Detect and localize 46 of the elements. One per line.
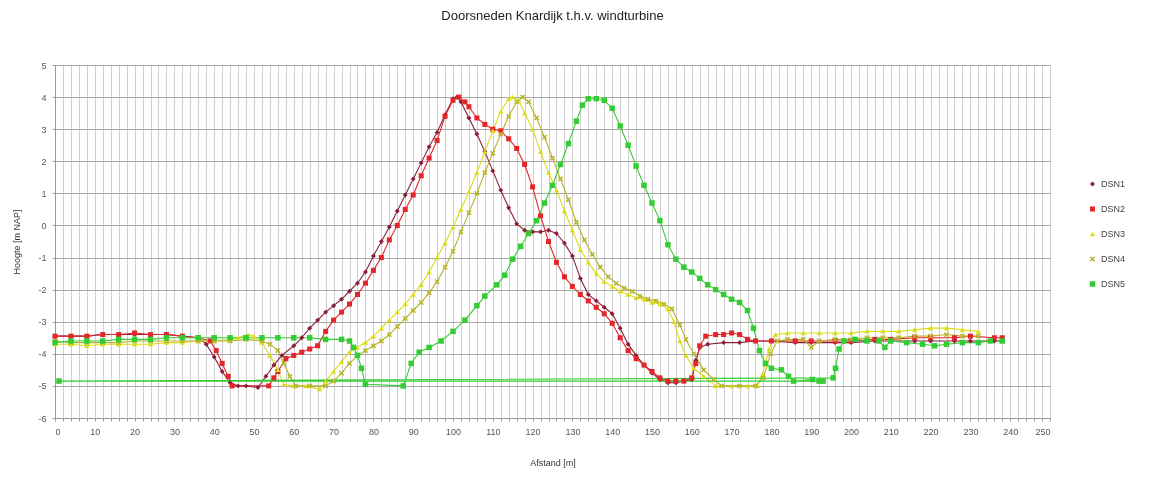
y-tick-label: 3	[41, 124, 47, 135]
y-tick-label: -4	[38, 349, 47, 360]
x-tick-label: 70	[329, 426, 340, 437]
x-tick-label: 190	[804, 426, 820, 437]
x-tick-label: 120	[525, 426, 541, 437]
x-tick-label: 40	[209, 426, 220, 437]
x-tick-label: 90	[408, 426, 419, 437]
x-tick-label: 210	[883, 426, 899, 437]
y-tick-label: -5	[38, 381, 47, 392]
x-axis-title: Afstand [m]	[530, 457, 576, 468]
legend-label: DSN4	[1101, 254, 1126, 264]
x-tick-label: 140	[605, 426, 621, 437]
x-tick-label: 180	[764, 426, 780, 437]
y-tick-label: -2	[38, 285, 47, 296]
x-tick-label: 250	[1035, 426, 1051, 437]
x-tick-label: 170	[724, 426, 740, 437]
legend-label: DSN1	[1101, 179, 1126, 189]
y-tick-label: 5	[41, 60, 47, 71]
x-tick-label: 100	[445, 426, 462, 437]
x-tick-label: 80	[368, 426, 379, 437]
y-axis-title: Hoogte [m NAP]	[12, 209, 23, 275]
x-tick-label: 220	[923, 426, 939, 437]
x-tick-label: 50	[249, 426, 260, 437]
chart-title: Doorsneden Knardijk t.h.v. windturbine	[441, 8, 664, 23]
x-tick-label: 230	[963, 426, 979, 437]
y-tick-label: 1	[41, 188, 47, 199]
x-tick-label: 60	[289, 426, 300, 437]
y-tick-label: -3	[38, 317, 47, 328]
legend-label: DSN2	[1101, 204, 1126, 214]
y-tick-label: 0	[41, 220, 47, 231]
y-tick-label: 4	[41, 92, 47, 103]
x-tick-label: 160	[684, 426, 700, 437]
x-tick-label: 150	[644, 426, 661, 437]
y-tick-label: 2	[41, 156, 47, 167]
x-tick-label: 30	[169, 426, 180, 437]
x-tick-label: 240	[1003, 426, 1019, 437]
legend-label: DSN3	[1101, 229, 1126, 239]
x-tick-label: 110	[486, 426, 501, 437]
x-tick-label: 20	[130, 426, 141, 437]
x-tick-label: 130	[565, 426, 581, 437]
y-tick-label: -6	[38, 413, 47, 424]
x-tick-label: 200	[843, 426, 860, 437]
x-tick-label: 0	[55, 426, 61, 437]
legend-label: DSN5	[1101, 279, 1126, 289]
y-tick-label: -1	[38, 253, 47, 264]
x-tick-label: 10	[90, 426, 101, 437]
